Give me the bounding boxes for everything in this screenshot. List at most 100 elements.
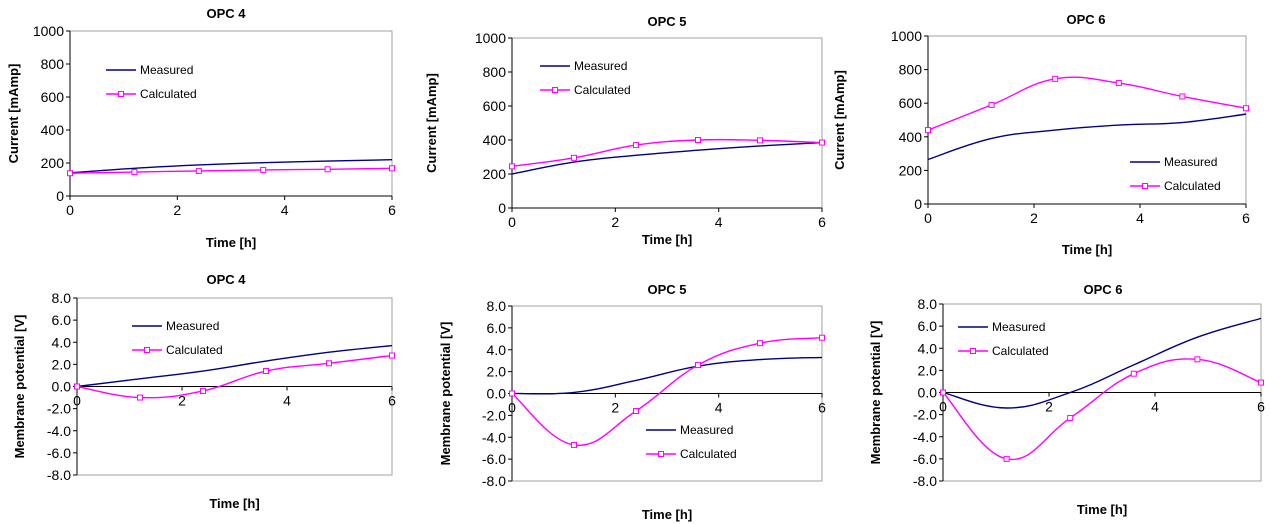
chart-title: OPC 4 (206, 272, 246, 287)
x-tick-label: 2 (611, 214, 619, 230)
y-axis-label: Membrane potential [V] (438, 322, 453, 466)
legend-label: Measured (992, 320, 1045, 334)
legend-swatch-marker (970, 348, 976, 354)
x-tick-label: 0 (73, 393, 81, 409)
y-tick-label: 4.0 (52, 334, 72, 350)
series-line-calculated (511, 337, 823, 446)
legend-label: Calculated (992, 344, 1049, 358)
data-point-marker (819, 139, 825, 146)
chart-panel-6: -8.0 -6.0 -4.0 -2.0 0.0 2.0 4.0 6.0 8.0 0 2 4 6 OPC 6… (868, 282, 1265, 517)
y-tick-label: -2.0 (913, 407, 937, 423)
y-tick-label: 600 (899, 95, 923, 111)
y-tick-label: 200 (41, 155, 65, 171)
data-point-marker (1115, 80, 1122, 87)
data-point-marker (263, 368, 269, 375)
y-tick-label: -4.0 (482, 429, 506, 445)
x-axis-label: Time [h] (642, 507, 692, 522)
x-tick-label: 2 (178, 393, 186, 409)
y-tick-label: 6.0 (487, 320, 507, 336)
x-axis-label: Time [h] (1077, 502, 1127, 517)
y-tick-label: 800 (483, 64, 507, 80)
data-point-marker (137, 394, 143, 401)
plot-area-border (511, 37, 823, 209)
data-point-marker (1194, 356, 1201, 363)
x-tick-label: 6 (818, 400, 826, 416)
data-point-marker (1003, 455, 1010, 462)
series-line-calculated (942, 358, 1262, 461)
legend-label: Calculated (574, 83, 631, 97)
y-tick-label: 0.0 (487, 386, 507, 402)
chart-title: OPC 6 (1066, 12, 1105, 27)
x-tick-label: 6 (388, 393, 396, 409)
y-tick-label: 0.0 (52, 379, 72, 395)
data-point-marker (509, 390, 515, 397)
data-point-marker (131, 169, 138, 176)
data-point-marker (326, 360, 332, 367)
y-tick-label: 8.0 (918, 296, 938, 312)
y-tick-label: -6.0 (482, 451, 506, 467)
y-tick-label: -6.0 (47, 445, 71, 461)
y-axis-label: Current [mAmp] (6, 64, 21, 164)
data-point-marker (1258, 379, 1264, 386)
plot-area-border (69, 30, 393, 197)
x-tick-label: 2 (1030, 210, 1038, 226)
y-tick-label: 400 (899, 129, 923, 145)
legend-swatch-marker (658, 451, 664, 457)
x-tick-label: 4 (1151, 399, 1159, 415)
series-line-calculated (511, 138, 823, 168)
chart-title: OPC 5 (647, 14, 686, 29)
y-tick-label: 0 (56, 188, 64, 204)
chart-panel-5: -8.0 -6.0 -4.0 -2.0 0.0 2.0 4.0 6.0 8.0 0 2 4 6 OPC 5… (438, 282, 826, 522)
y-tick-label: 8.0 (52, 290, 72, 306)
data-point-marker (1179, 93, 1186, 100)
data-point-marker (1052, 75, 1059, 82)
data-point-marker (695, 362, 701, 369)
x-axis-label: Time [h] (206, 235, 256, 250)
data-point-marker (695, 137, 701, 143)
series-line-measured (511, 141, 823, 175)
y-tick-label: 200 (483, 166, 507, 182)
x-tick-label: 6 (1257, 399, 1265, 415)
x-tick-label: 4 (715, 214, 723, 230)
x-tick-label: 2 (173, 202, 181, 218)
series-line-calculated (69, 167, 393, 174)
data-point-marker (633, 408, 639, 414)
legend-label: Calculated (166, 343, 223, 357)
x-tick-label: 6 (388, 202, 396, 218)
legend-label: Measured (574, 59, 627, 73)
data-point-marker (1130, 370, 1137, 377)
series-line-calculated (76, 354, 393, 399)
y-tick-label: 4.0 (487, 342, 507, 358)
y-tick-label: -8.0 (913, 473, 937, 489)
y-tick-label: 800 (899, 62, 923, 78)
chart-panel-4: -8.0 -6.0 -4.0 -2.0 0.0 2.0 4.0 6.0 8.0 0 2 4 6 OPC 4… (12, 272, 396, 511)
legend-label: Calculated (680, 447, 737, 461)
x-axis-label: Time [h] (209, 496, 259, 511)
legend-swatch-marker (1142, 183, 1148, 189)
chart-title: OPC 6 (1083, 282, 1122, 297)
y-tick-label: 1000 (475, 30, 506, 46)
y-tick-label: 0.0 (918, 385, 938, 401)
data-point-marker (67, 170, 73, 177)
x-tick-label: 0 (508, 214, 516, 230)
y-tick-label: -2.0 (47, 401, 71, 417)
legend-label: Measured (680, 423, 733, 437)
y-tick-label: 2.0 (918, 362, 938, 378)
data-point-marker (195, 167, 202, 174)
x-tick-label: 0 (939, 399, 947, 415)
legend-swatch-marker (552, 87, 558, 93)
y-tick-label: -6.0 (913, 451, 937, 467)
y-tick-label: -4.0 (913, 429, 937, 445)
y-tick-label: 800 (41, 56, 65, 72)
data-point-marker (988, 101, 995, 108)
y-tick-label: 4.0 (918, 340, 938, 356)
series-line-measured (76, 344, 393, 388)
x-tick-label: 6 (818, 214, 826, 230)
y-tick-label: 600 (483, 98, 507, 114)
series-line-measured (927, 113, 1247, 161)
y-tick-label: 6.0 (918, 318, 938, 334)
data-point-marker (819, 334, 825, 341)
y-tick-label: -8.0 (47, 467, 71, 483)
data-point-marker (940, 389, 946, 396)
y-axis-label: Current [mAmp] (832, 70, 847, 170)
